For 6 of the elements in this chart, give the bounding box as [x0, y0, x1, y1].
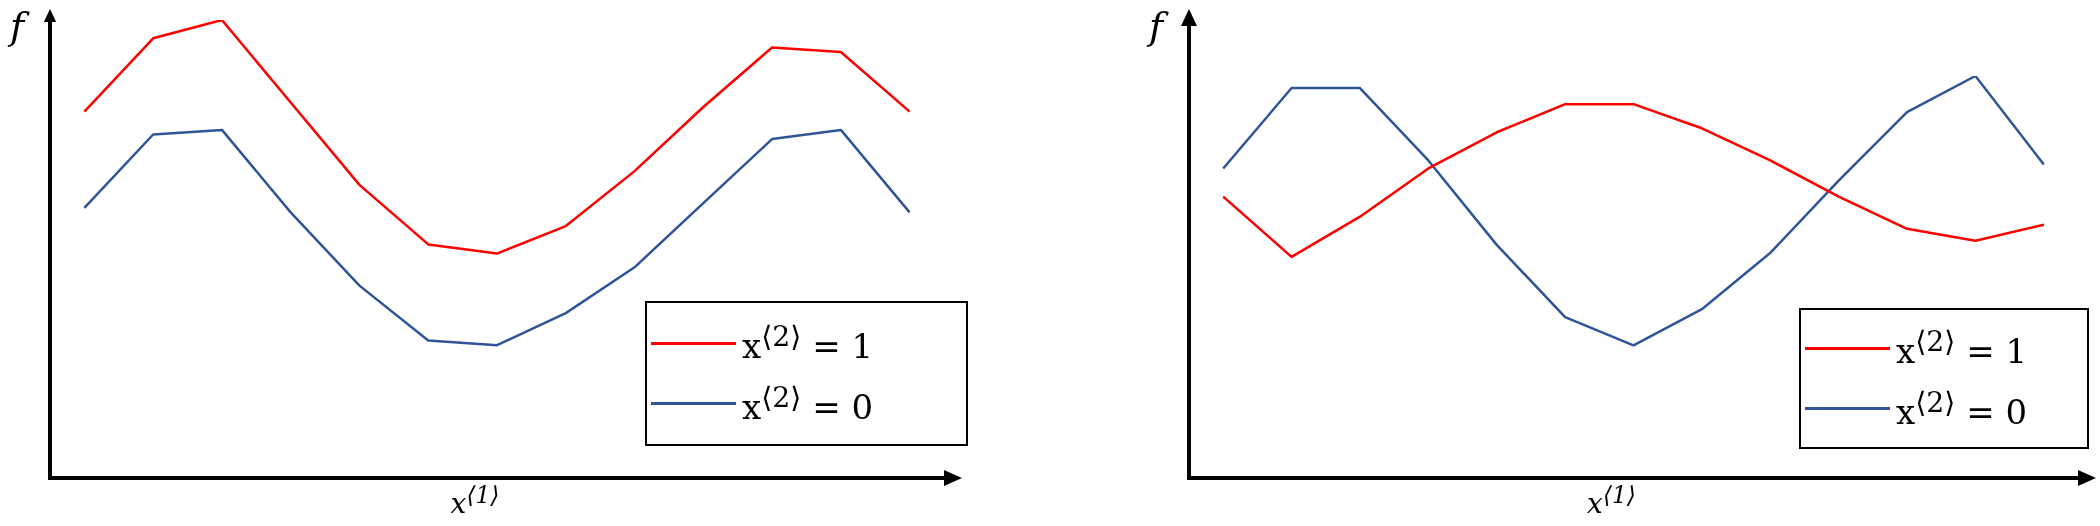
x-axis-title: x$^{⟨1⟩}$ — [449, 480, 501, 520]
legend-label: x$^{⟨2⟩}$ = 1 — [742, 320, 874, 367]
legend-label: x$^{⟨2⟩}$ = 1 — [1896, 325, 2028, 372]
x-axis-title: x$^{⟨1⟩}$ — [1586, 480, 1637, 520]
legend-label: x$^{⟨2⟩}$ = 0 — [742, 380, 874, 427]
legend-label: x$^{⟨2⟩}$ = 0 — [1896, 385, 2028, 432]
